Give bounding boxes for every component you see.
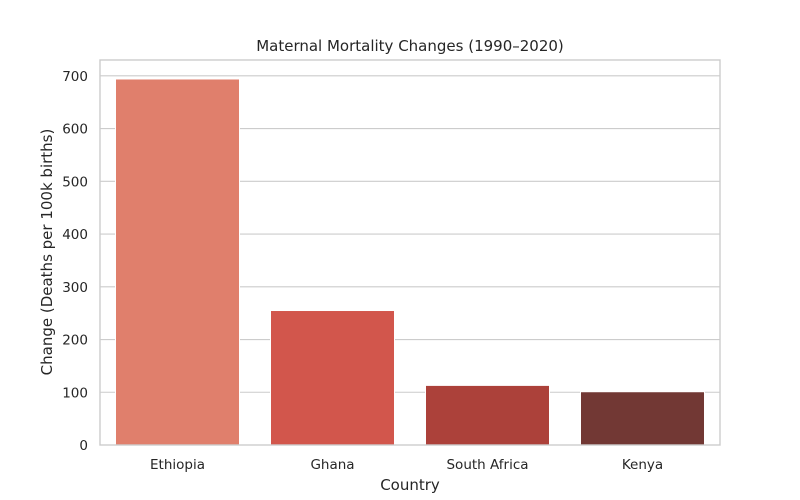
chart-title: Maternal Mortality Changes (1990–2020) [256,37,564,55]
x-tick-label: Ethiopia [150,457,205,473]
y-tick-label: 0 [79,438,88,454]
y-tick-label: 600 [62,122,88,138]
bar-ghana [270,310,395,446]
bar-south-africa [425,384,550,446]
y-tick-label: 300 [62,280,88,296]
y-tick-label: 500 [62,174,88,190]
x-axis-ticks: Ethiopia Ghana South Africa Kenya [150,457,663,473]
bars [115,78,705,446]
bar-ethiopia [115,78,240,446]
y-tick-label: 200 [62,333,88,349]
plot-area-frame [99,59,721,446]
y-axis-label: Change (Deaths per 100k births) [38,129,56,376]
x-tick-label: South Africa [446,457,528,473]
y-axis-ticks: 0 100 200 300 400 500 600 700 [62,69,88,454]
x-tick-label: Kenya [622,457,663,473]
y-tick-label: 100 [62,385,88,401]
bar-kenya [580,391,705,446]
x-axis-label: Country [380,476,440,494]
y-tick-label: 400 [62,227,88,243]
y-tick-label: 700 [62,69,88,85]
x-tick-label: Ghana [310,457,354,473]
